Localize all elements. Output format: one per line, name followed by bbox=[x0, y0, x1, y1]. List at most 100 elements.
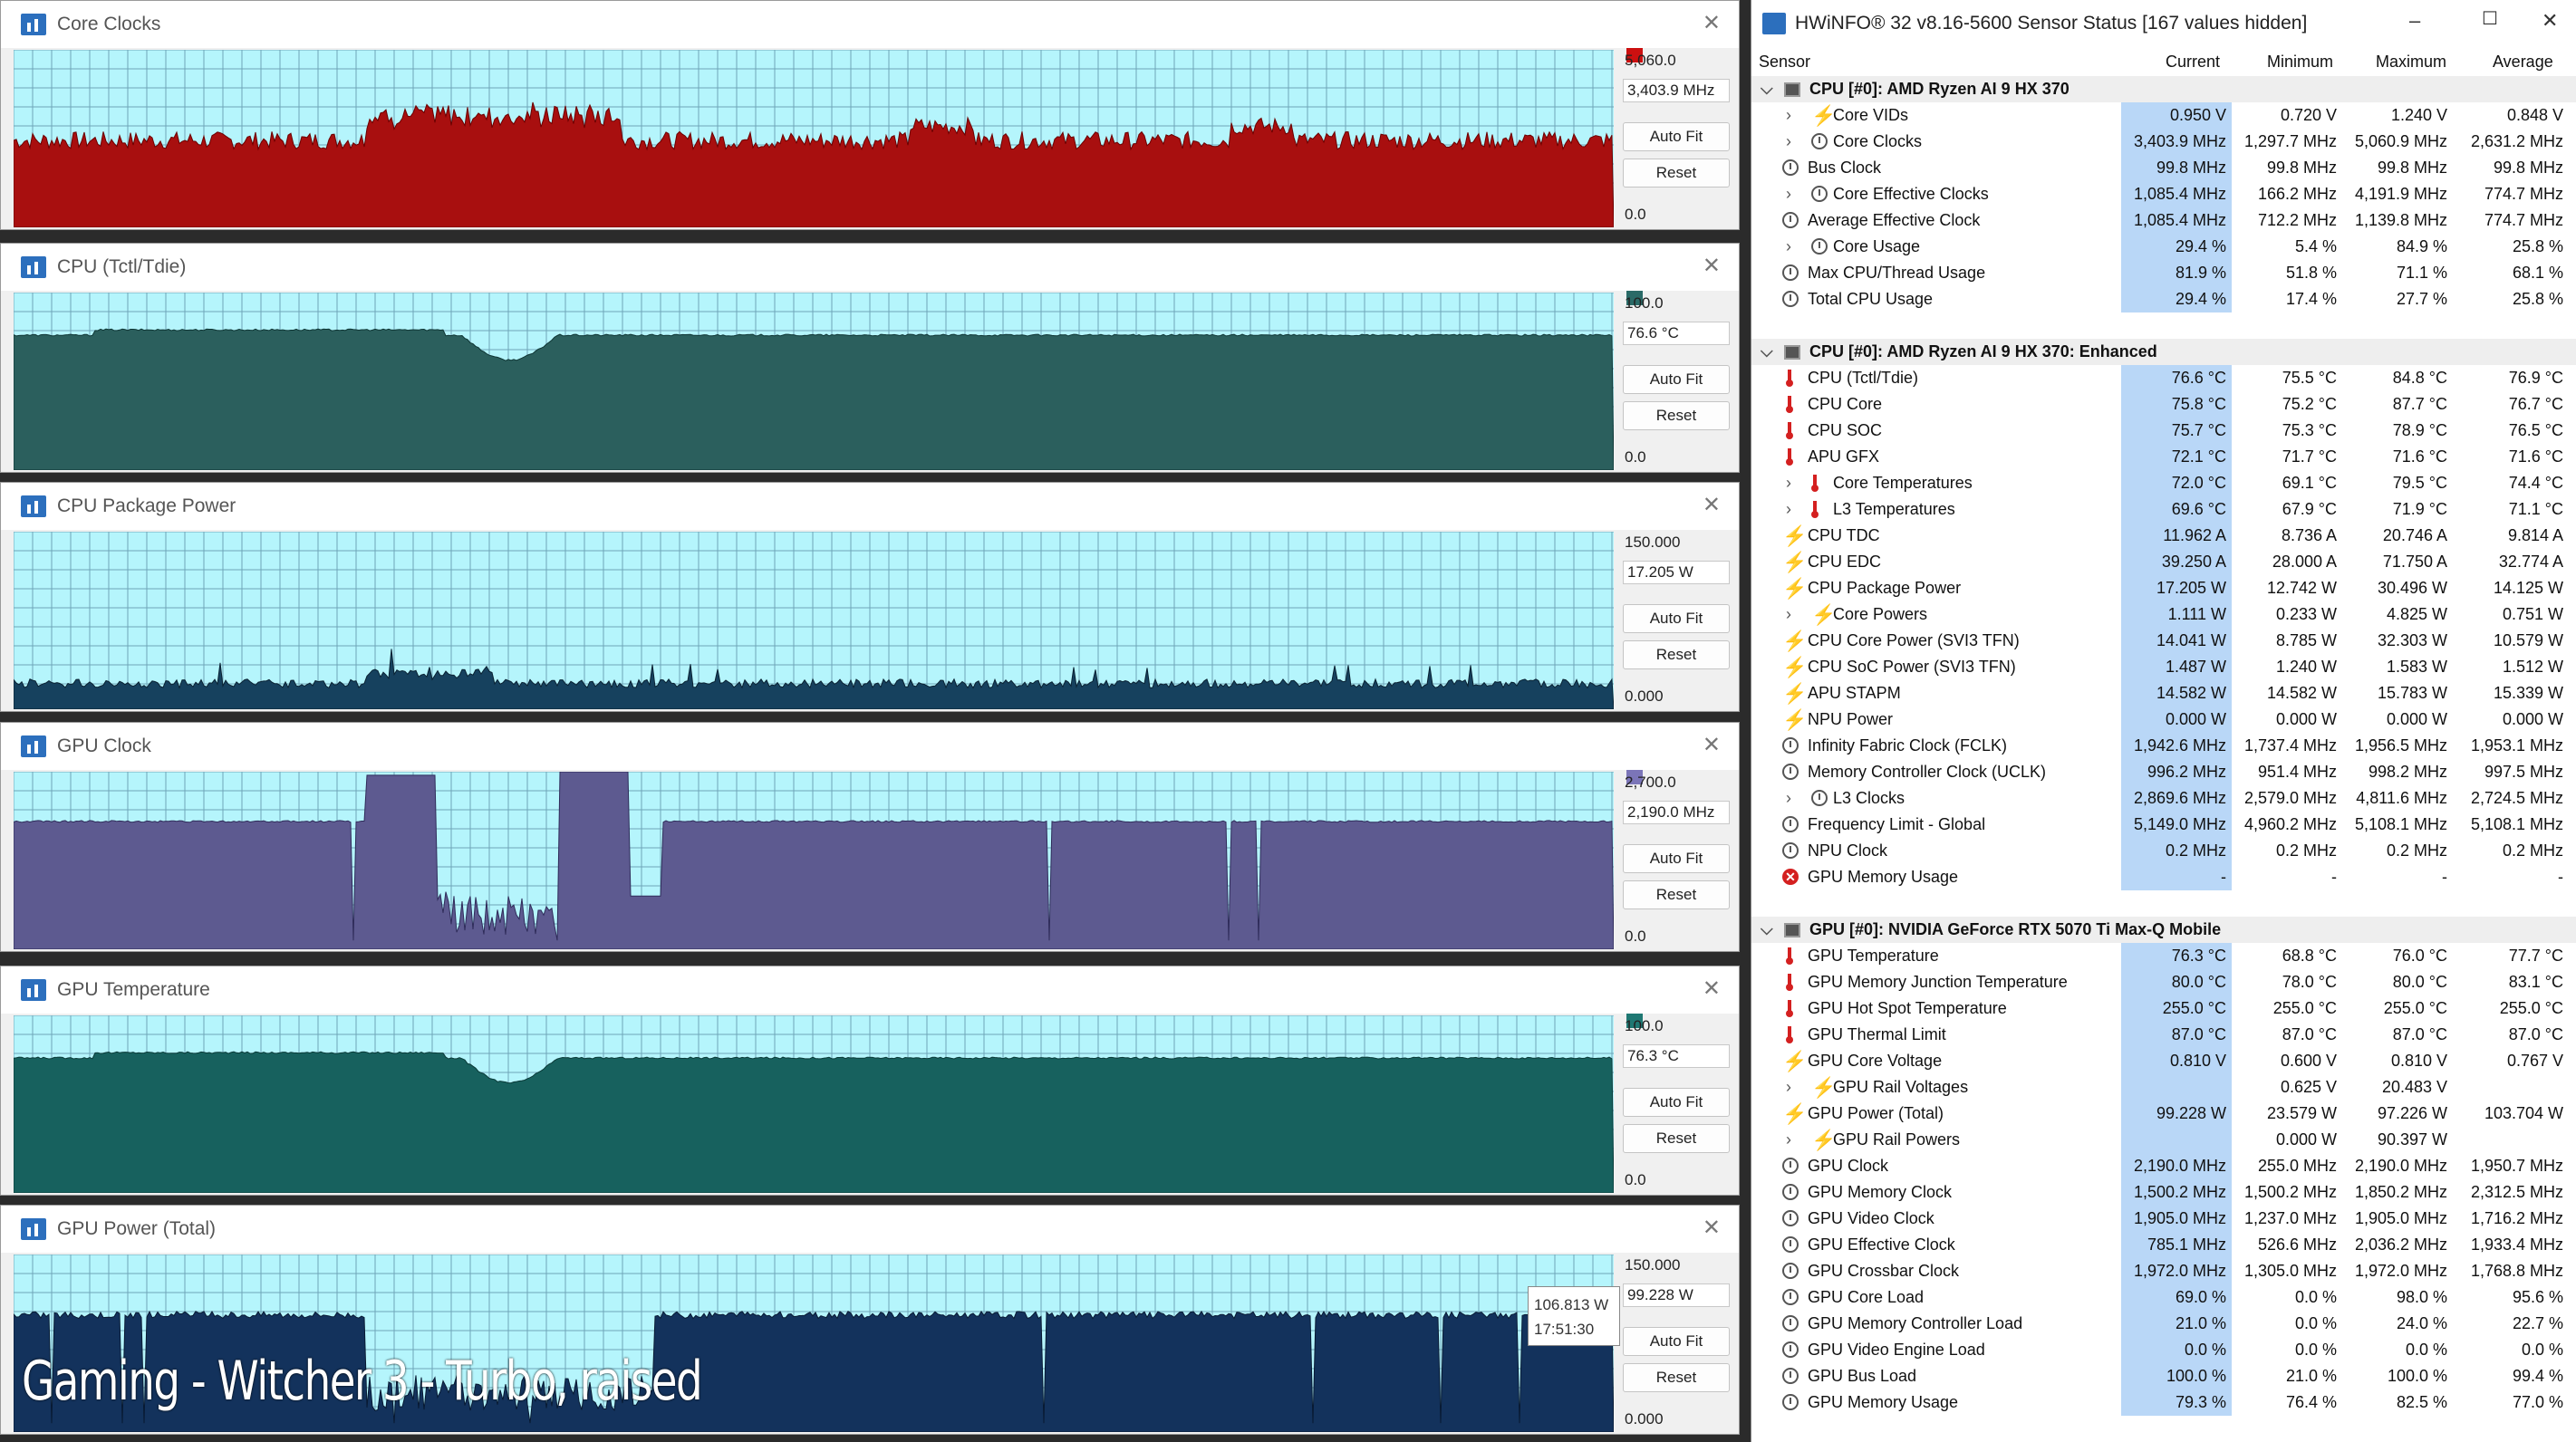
sensor-row[interactable]: ⚡ GPU Core Voltage 0.810 V 0.600 V 0.810 V 0.… bbox=[1751, 1048, 2576, 1074]
graph-max-value: 100.0 bbox=[1625, 1017, 1664, 1034]
maximize-icon[interactable]: ☐ bbox=[2482, 9, 2498, 29]
sensor-row[interactable]: Max CPU/Thread Usage 81.9 % 51.8 % 71.1 % 68… bbox=[1751, 260, 2576, 286]
sensor-row[interactable]: Bus Clock 99.8 MHz 99.8 MHz 99.8 MHz 99.8 MH… bbox=[1751, 155, 2576, 181]
sensor-row[interactable]: GPU Video Engine Load 0.0 % 0.0 % 0.0 % 0.0 … bbox=[1751, 1337, 2576, 1363]
sensor-row[interactable]: ⚡ CPU TDC 11.962 A 8.736 A 20.746 A 9.814 A bbox=[1751, 523, 2576, 549]
sensor-row[interactable]: › Core Clocks 3,403.9 MHz 1,297.7 MHz 5,060.… bbox=[1751, 129, 2576, 155]
sensor-row[interactable]: ✕ GPU Memory Usage - - - - bbox=[1751, 864, 2576, 890]
sensor-row[interactable]: › Core Usage 29.4 % 5.4 % 84.9 % 25.8 % bbox=[1751, 234, 2576, 260]
col-average[interactable]: Average bbox=[2493, 53, 2553, 71]
close-icon[interactable]: ✕ bbox=[2542, 9, 2559, 32]
graph-titlebar[interactable]: GPU Clock ✕ bbox=[1, 723, 1739, 770]
graph-titlebar[interactable]: CPU (Tctl/Tdie) ✕ bbox=[1, 244, 1739, 291]
value-average bbox=[2453, 1127, 2569, 1153]
auto-fit-button[interactable]: Auto Fit bbox=[1623, 365, 1730, 394]
sensor-row[interactable]: GPU Temperature 76.3 °C 68.8 °C 76.0 °C 77.7… bbox=[1751, 943, 2576, 969]
sensor-row[interactable]: ⚡ NPU Power 0.000 W 0.000 W 0.000 W 0.000 W bbox=[1751, 707, 2576, 733]
chevron-right-icon[interactable]: › bbox=[1786, 1130, 1791, 1149]
sensor-row[interactable]: Total CPU Usage 29.4 % 17.4 % 27.7 % 25.8 % bbox=[1751, 286, 2576, 312]
col-sensor[interactable]: Sensor bbox=[1759, 53, 1811, 71]
auto-fit-button[interactable]: Auto Fit bbox=[1623, 122, 1730, 151]
sensor-row[interactable]: Average Effective Clock 1,085.4 MHz 712.2 … bbox=[1751, 207, 2576, 234]
chevron-right-icon[interactable]: › bbox=[1786, 789, 1791, 807]
close-icon[interactable]: ✕ bbox=[1702, 976, 1721, 1001]
sensor-row[interactable]: GPU Hot Spot Temperature 255.0 °C 255.0 °C… bbox=[1751, 995, 2576, 1022]
graph-titlebar[interactable]: GPU Temperature ✕ bbox=[1, 966, 1739, 1014]
chevron-right-icon[interactable]: › bbox=[1786, 1078, 1791, 1096]
close-icon[interactable]: ✕ bbox=[1702, 1216, 1721, 1240]
auto-fit-button[interactable]: Auto Fit bbox=[1623, 844, 1730, 873]
sensor-row[interactable]: CPU SOC 75.7 °C 75.3 °C 78.9 °C 76.5 °C bbox=[1751, 418, 2576, 444]
close-icon[interactable]: ✕ bbox=[1702, 733, 1721, 757]
sensor-row[interactable]: › Core Effective Clocks 1,085.4 MHz 166.2 M… bbox=[1751, 181, 2576, 207]
col-current[interactable]: Current bbox=[2166, 53, 2221, 71]
graph-titlebar[interactable]: CPU Package Power ✕ bbox=[1, 483, 1739, 530]
reset-button[interactable]: Reset bbox=[1623, 640, 1730, 669]
auto-fit-button[interactable]: Auto Fit bbox=[1623, 1088, 1730, 1117]
reset-button[interactable]: Reset bbox=[1623, 1124, 1730, 1153]
sensor-label: L3 Temperatures bbox=[1833, 500, 1955, 518]
sensor-row[interactable]: GPU Memory Clock 1,500.2 MHz 1,500.2 MHz 1,… bbox=[1751, 1179, 2576, 1206]
sensor-row[interactable]: GPU Effective Clock 785.1 MHz 526.6 MHz 2,0… bbox=[1751, 1232, 2576, 1258]
value-maximum: 78.9 °C bbox=[2392, 421, 2447, 439]
sensor-row[interactable]: GPU Thermal Limit 87.0 °C 87.0 °C 87.0 °C 87… bbox=[1751, 1022, 2576, 1048]
close-icon[interactable]: ✕ bbox=[1702, 493, 1721, 517]
chevron-right-icon[interactable]: › bbox=[1786, 500, 1791, 518]
sensor-row[interactable]: › ⚡ GPU Rail Powers 0.000 W 90.397 W bbox=[1751, 1127, 2576, 1153]
close-icon[interactable]: ✕ bbox=[1702, 254, 1721, 278]
sensor-row[interactable]: Infinity Fabric Clock (FCLK) 1,942.6 MHz 1… bbox=[1751, 733, 2576, 759]
sensor-row[interactable]: GPU Core Load 69.0 % 0.0 % 98.0 % 95.6 % bbox=[1751, 1284, 2576, 1311]
auto-fit-button[interactable]: Auto Fit bbox=[1623, 604, 1730, 633]
sensor-row[interactable]: Memory Controller Clock (UCLK) 996.2 MHz 9… bbox=[1751, 759, 2576, 785]
sensor-row[interactable]: APU GFX 72.1 °C 71.7 °C 71.6 °C 71.6 °C bbox=[1751, 444, 2576, 470]
chevron-down-icon[interactable]: ⌵ bbox=[1761, 920, 1773, 938]
sensor-row[interactable]: Frequency Limit - Global 5,149.0 MHz 4,960… bbox=[1751, 812, 2576, 838]
sensor-row[interactable]: › L3 Clocks 2,869.6 MHz 2,579.0 MHz 4,811.6 … bbox=[1751, 785, 2576, 812]
sensor-row[interactable]: GPU Video Clock 1,905.0 MHz 1,237.0 MHz 1,9… bbox=[1751, 1206, 2576, 1232]
sensor-row[interactable]: › Core Temperatures 72.0 °C 69.1 °C 79.5 °C 7… bbox=[1751, 470, 2576, 496]
chevron-down-icon[interactable]: ⌵ bbox=[1761, 342, 1773, 360]
chevron-right-icon[interactable]: › bbox=[1786, 132, 1791, 150]
sensor-row[interactable]: ⚡ CPU Package Power 17.205 W 12.742 W 30.496… bbox=[1751, 575, 2576, 601]
minimize-icon[interactable]: – bbox=[2409, 9, 2421, 32]
chevron-right-icon[interactable]: › bbox=[1786, 106, 1791, 124]
sensor-group-header[interactable]: ⌵ CPU [#0]: AMD Ryzen AI 9 HX 370 bbox=[1751, 76, 2576, 102]
sensor-row[interactable]: GPU Memory Junction Temperature 80.0 °C 78… bbox=[1751, 969, 2576, 995]
col-maximum[interactable]: Maximum bbox=[2376, 53, 2447, 71]
reset-button[interactable]: Reset bbox=[1623, 880, 1730, 909]
col-minimum[interactable]: Minimum bbox=[2267, 53, 2334, 71]
sensor-row[interactable]: › ⚡ Core Powers 1.111 W 0.233 W 4.825 W 0.751 … bbox=[1751, 601, 2576, 628]
sensor-group-header[interactable]: ⌵ GPU [#0]: NVIDIA GeForce RTX 5070 Ti Ma… bbox=[1751, 917, 2576, 943]
sensor-row[interactable]: › ⚡ Core VIDs 0.950 V 0.720 V 1.240 V 0.848 V bbox=[1751, 102, 2576, 129]
graph-titlebar[interactable]: GPU Power (Total) ✕ bbox=[1, 1206, 1739, 1253]
graph-window: GPU Clock ✕ 2,700.0 2,190.0 MHz Auto Fit Rese… bbox=[0, 722, 1740, 952]
sensor-row[interactable]: CPU Core 75.8 °C 75.2 °C 87.7 °C 76.7 °C bbox=[1751, 391, 2576, 418]
sensor-row[interactable]: ⚡ GPU Power (Total) 99.228 W 23.579 W 97.226… bbox=[1751, 1101, 2576, 1127]
sensor-row[interactable]: ⚡ CPU EDC 39.250 A 28.000 A 71.750 A 32.774 A bbox=[1751, 549, 2576, 575]
sensor-row[interactable]: GPU Bus Load 100.0 % 21.0 % 100.0 % 99.4 % bbox=[1751, 1363, 2576, 1389]
sensor-row[interactable]: GPU Memory Controller Load 21.0 % 0.0 % 24.… bbox=[1751, 1311, 2576, 1337]
chevron-right-icon[interactable]: › bbox=[1786, 605, 1791, 623]
sensor-row[interactable]: › ⚡ GPU Rail Voltages 0.625 V 20.483 V bbox=[1751, 1074, 2576, 1101]
sensor-row[interactable]: › L3 Temperatures 69.6 °C 67.9 °C 71.9 °C 71.… bbox=[1751, 496, 2576, 523]
hwinfo-titlebar[interactable]: HWiNFO® 32 v8.16-5600 Sensor Status [167… bbox=[1751, 0, 2576, 47]
reset-button[interactable]: Reset bbox=[1623, 1363, 1730, 1392]
sensor-row[interactable]: ⚡ CPU Core Power (SVI3 TFN) 14.041 W 8.785 … bbox=[1751, 628, 2576, 654]
close-icon[interactable]: ✕ bbox=[1702, 11, 1721, 35]
chevron-right-icon[interactable]: › bbox=[1786, 474, 1791, 492]
sensor-row[interactable]: NPU Clock 0.2 MHz 0.2 MHz 0.2 MHz 0.2 MHz bbox=[1751, 838, 2576, 864]
graph-titlebar[interactable]: Core Clocks ✕ bbox=[1, 1, 1739, 48]
sensor-row[interactable]: CPU (Tctl/Tdie) 76.6 °C 75.5 °C 84.8 °C 76.9… bbox=[1751, 365, 2576, 391]
sensor-row[interactable]: ⚡ APU STAPM 14.582 W 14.582 W 15.783 W 15.339… bbox=[1751, 680, 2576, 707]
sensor-row[interactable]: GPU Crossbar Clock 1,972.0 MHz 1,305.0 MHz… bbox=[1751, 1258, 2576, 1284]
sensor-row[interactable]: GPU Clock 2,190.0 MHz 255.0 MHz 2,190.0 MHz… bbox=[1751, 1153, 2576, 1179]
sensor-row[interactable]: ⚡ CPU SoC Power (SVI3 TFN) 1.487 W 1.240 W 1… bbox=[1751, 654, 2576, 680]
auto-fit-button[interactable]: Auto Fit bbox=[1623, 1327, 1730, 1356]
chevron-right-icon[interactable]: › bbox=[1786, 185, 1791, 203]
reset-button[interactable]: Reset bbox=[1623, 159, 1730, 187]
chevron-right-icon[interactable]: › bbox=[1786, 237, 1791, 255]
reset-button[interactable]: Reset bbox=[1623, 401, 1730, 430]
sensor-group-header[interactable]: ⌵ CPU [#0]: AMD Ryzen AI 9 HX 370: Enhanc… bbox=[1751, 339, 2576, 365]
chevron-down-icon[interactable]: ⌵ bbox=[1761, 80, 1773, 98]
sensor-row[interactable]: GPU Memory Usage 79.3 % 76.4 % 82.5 % 77.0 % bbox=[1751, 1389, 2576, 1416]
